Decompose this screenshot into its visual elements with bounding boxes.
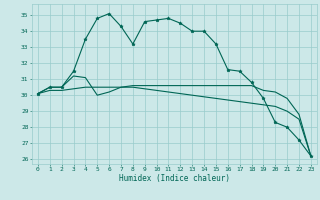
X-axis label: Humidex (Indice chaleur): Humidex (Indice chaleur) [119, 174, 230, 183]
